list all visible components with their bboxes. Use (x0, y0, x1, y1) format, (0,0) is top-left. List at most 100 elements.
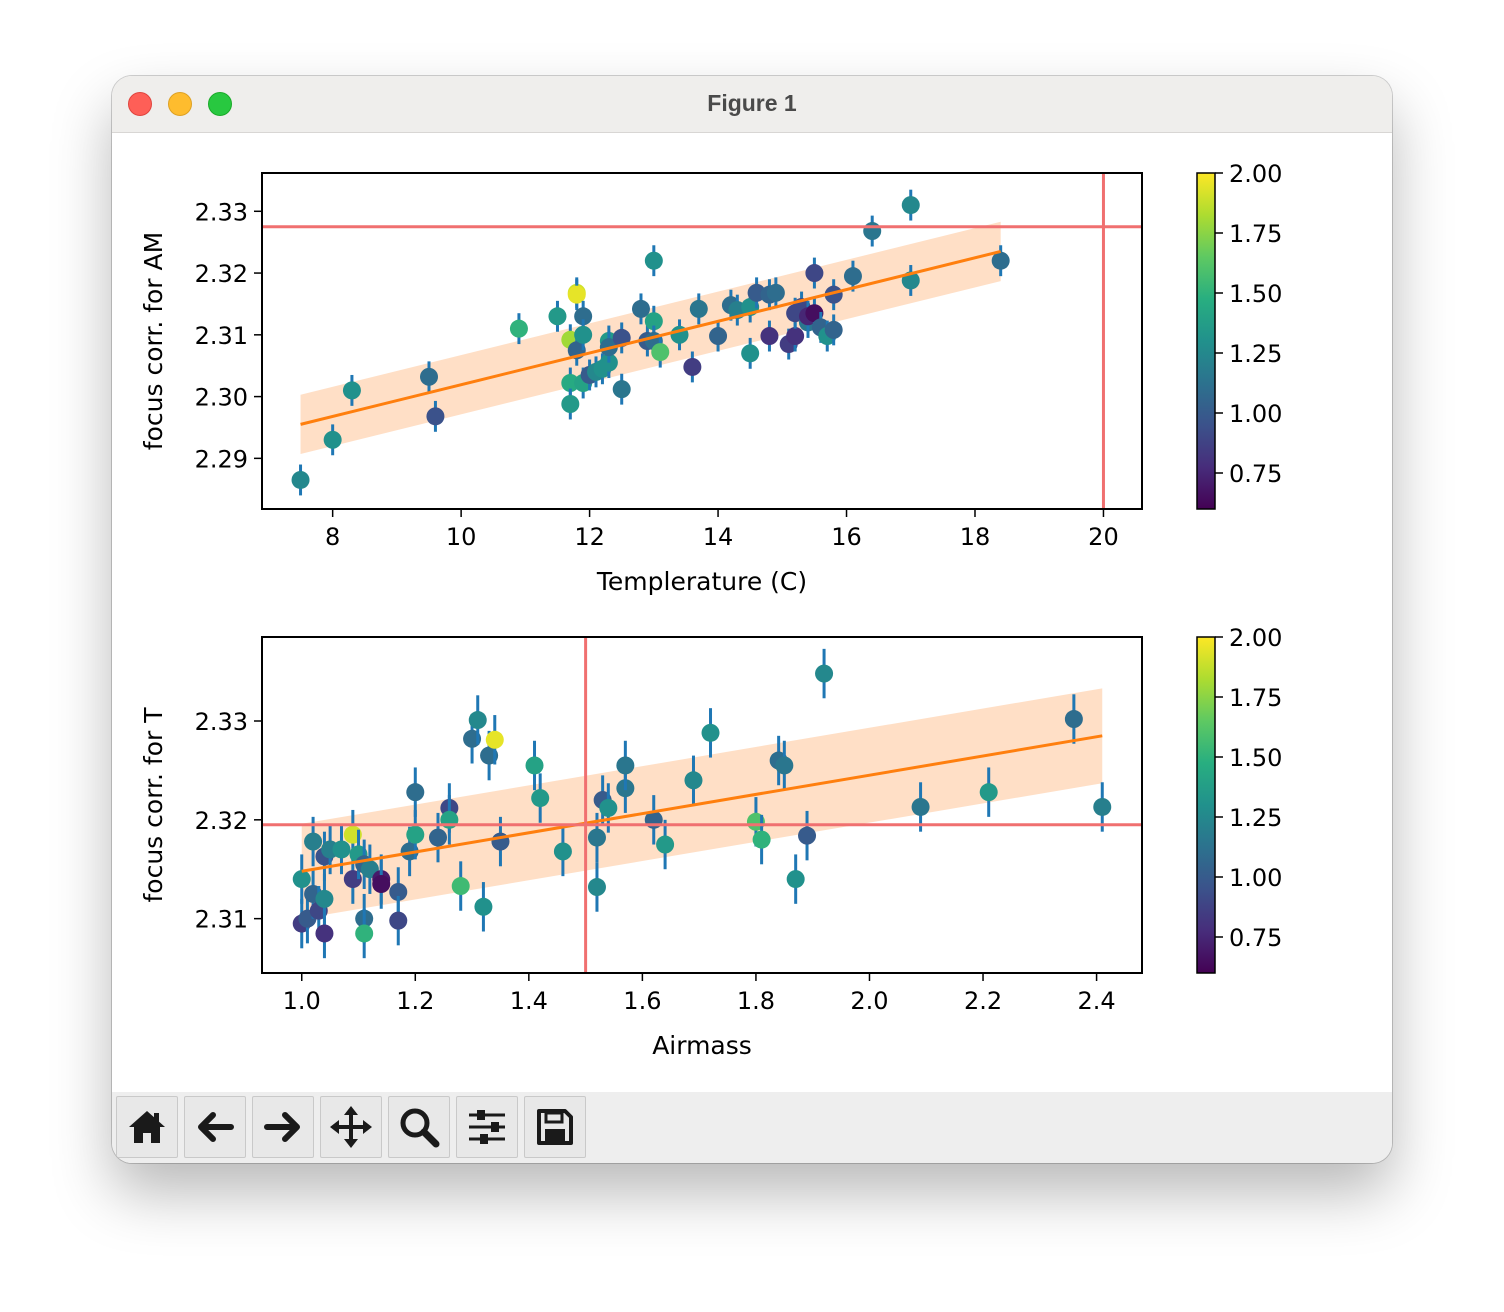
data-point (574, 307, 593, 326)
x-axis-label: Airmass (652, 1031, 752, 1060)
data-point (901, 196, 920, 215)
data-point (683, 357, 702, 376)
plot-area (262, 637, 1142, 973)
data-point (991, 251, 1010, 270)
configure-subplots-button[interactable] (456, 1096, 518, 1158)
axes-top-temperature[interactable]: 8 10 12 14 16 18 20 2.29 2.30 2.31 2.32 2.33 Templer… (139, 160, 1282, 596)
data-point (567, 285, 586, 304)
data-point (631, 299, 650, 318)
data-point (843, 267, 862, 286)
data-point (979, 783, 998, 802)
fit-line (300, 249, 1002, 426)
save-icon (537, 1109, 573, 1145)
zoom-button[interactable] (388, 1096, 450, 1158)
figure-window: Figure 1 8 10 12 14 16 18 20 2.29 2.30 2.31 2.32 2.… (112, 76, 1392, 1163)
zoom-window-button[interactable] (208, 92, 232, 116)
y-tick-label: 2.29 (195, 445, 248, 473)
colorbar-tick-label: 1.50 (1229, 280, 1282, 308)
data-point (372, 875, 391, 894)
pan-icon (330, 1106, 372, 1148)
back-button[interactable] (184, 1096, 246, 1158)
data-point (355, 924, 374, 943)
data-point (553, 842, 572, 861)
save-button[interactable] (524, 1096, 586, 1158)
title-bar[interactable]: Figure 1 (112, 76, 1392, 133)
x-tick-label: 1.0 (283, 987, 321, 1015)
data-point (911, 797, 930, 816)
data-point (406, 783, 425, 802)
y-axis-label: focus corr. for AM (139, 232, 168, 450)
colorbar-tick-label: 1.00 (1229, 864, 1282, 892)
x-tick-label: 2.2 (964, 987, 1002, 1015)
axes-frame (261, 636, 1143, 974)
data-point (509, 319, 528, 338)
y-tick-label: 2.31 (195, 322, 248, 350)
figure-svg[interactable]: 8 10 12 14 16 18 20 2.29 2.30 2.31 2.32 2.33 Templer… (112, 133, 1392, 1092)
data-point (548, 307, 567, 326)
data-point (574, 325, 593, 344)
data-point (644, 312, 663, 331)
colorbar-tick-label: 1.25 (1229, 804, 1282, 832)
data-point (561, 374, 580, 392)
data-point (616, 756, 635, 775)
data-point (644, 251, 663, 270)
axes-bottom-airmass[interactable]: 1.0 1.2 1.4 1.6 1.8 2.0 2.2 2.4 2.31 2.32 2.33 Airm… (139, 624, 1282, 1060)
colorbar-tick-label: 1.25 (1229, 340, 1282, 368)
data-point (798, 826, 817, 845)
data-point (805, 304, 824, 323)
x-tick-label: 1.2 (396, 987, 434, 1015)
figure-canvas[interactable]: 8 10 12 14 16 18 20 2.29 2.30 2.31 2.32 2.33 Templer… (112, 133, 1392, 1092)
y-axis-label: focus corr. for T (139, 707, 168, 903)
data-point (315, 924, 334, 943)
x-tick-label: 1.6 (623, 987, 661, 1015)
data-point (1093, 797, 1112, 816)
data-point (292, 870, 311, 889)
data-point (651, 343, 670, 362)
home-button[interactable] (116, 1096, 178, 1158)
forward-button[interactable] (252, 1096, 314, 1158)
data-point (389, 911, 408, 930)
colorbar-tick-label: 2.00 (1229, 624, 1282, 652)
x-tick-label: 14 (703, 523, 734, 551)
data-point (485, 730, 504, 749)
data-point (531, 789, 550, 808)
x-tick-label: 1.8 (737, 987, 775, 1015)
data-point (701, 723, 720, 742)
axes-frame (261, 172, 1143, 510)
plot-area (262, 173, 1142, 509)
data-point (786, 870, 805, 889)
pan-button[interactable] (320, 1096, 382, 1158)
data-point (561, 395, 580, 413)
data-point (766, 283, 785, 302)
data-point (815, 664, 834, 683)
colorbar-gradient (1196, 636, 1216, 974)
close-window-button[interactable] (128, 92, 152, 116)
data-point (760, 327, 779, 346)
data-point (474, 897, 493, 916)
x-tick-label: 20 (1088, 523, 1119, 551)
x-tick-label: 2.4 (1077, 987, 1115, 1015)
data-point (775, 756, 794, 775)
colorbar-tick-label: 1.00 (1229, 400, 1282, 428)
colorbar-tick-label: 2.00 (1229, 160, 1282, 188)
data-point (426, 407, 445, 426)
x-tick-label: 8 (325, 523, 340, 551)
window-title: Figure 1 (707, 90, 797, 116)
colorbar: 0.75 1.00 1.25 1.50 1.75 2.00 (1196, 160, 1282, 510)
data-point (1064, 710, 1083, 729)
data-point (786, 327, 805, 346)
data-point (684, 771, 703, 790)
minimize-window-button[interactable] (168, 92, 192, 116)
data-point (587, 878, 606, 897)
data-point (315, 889, 334, 908)
data-point (332, 840, 351, 859)
data-point (304, 832, 323, 851)
configure-subplots-icon (469, 1110, 505, 1144)
data-point (451, 877, 470, 896)
fit-line (301, 734, 1103, 873)
x-tick-label: 10 (446, 523, 477, 551)
data-point (741, 344, 760, 363)
x-tick-label: 18 (960, 523, 991, 551)
y-tick-label: 2.33 (195, 708, 248, 736)
data-point (824, 320, 843, 339)
